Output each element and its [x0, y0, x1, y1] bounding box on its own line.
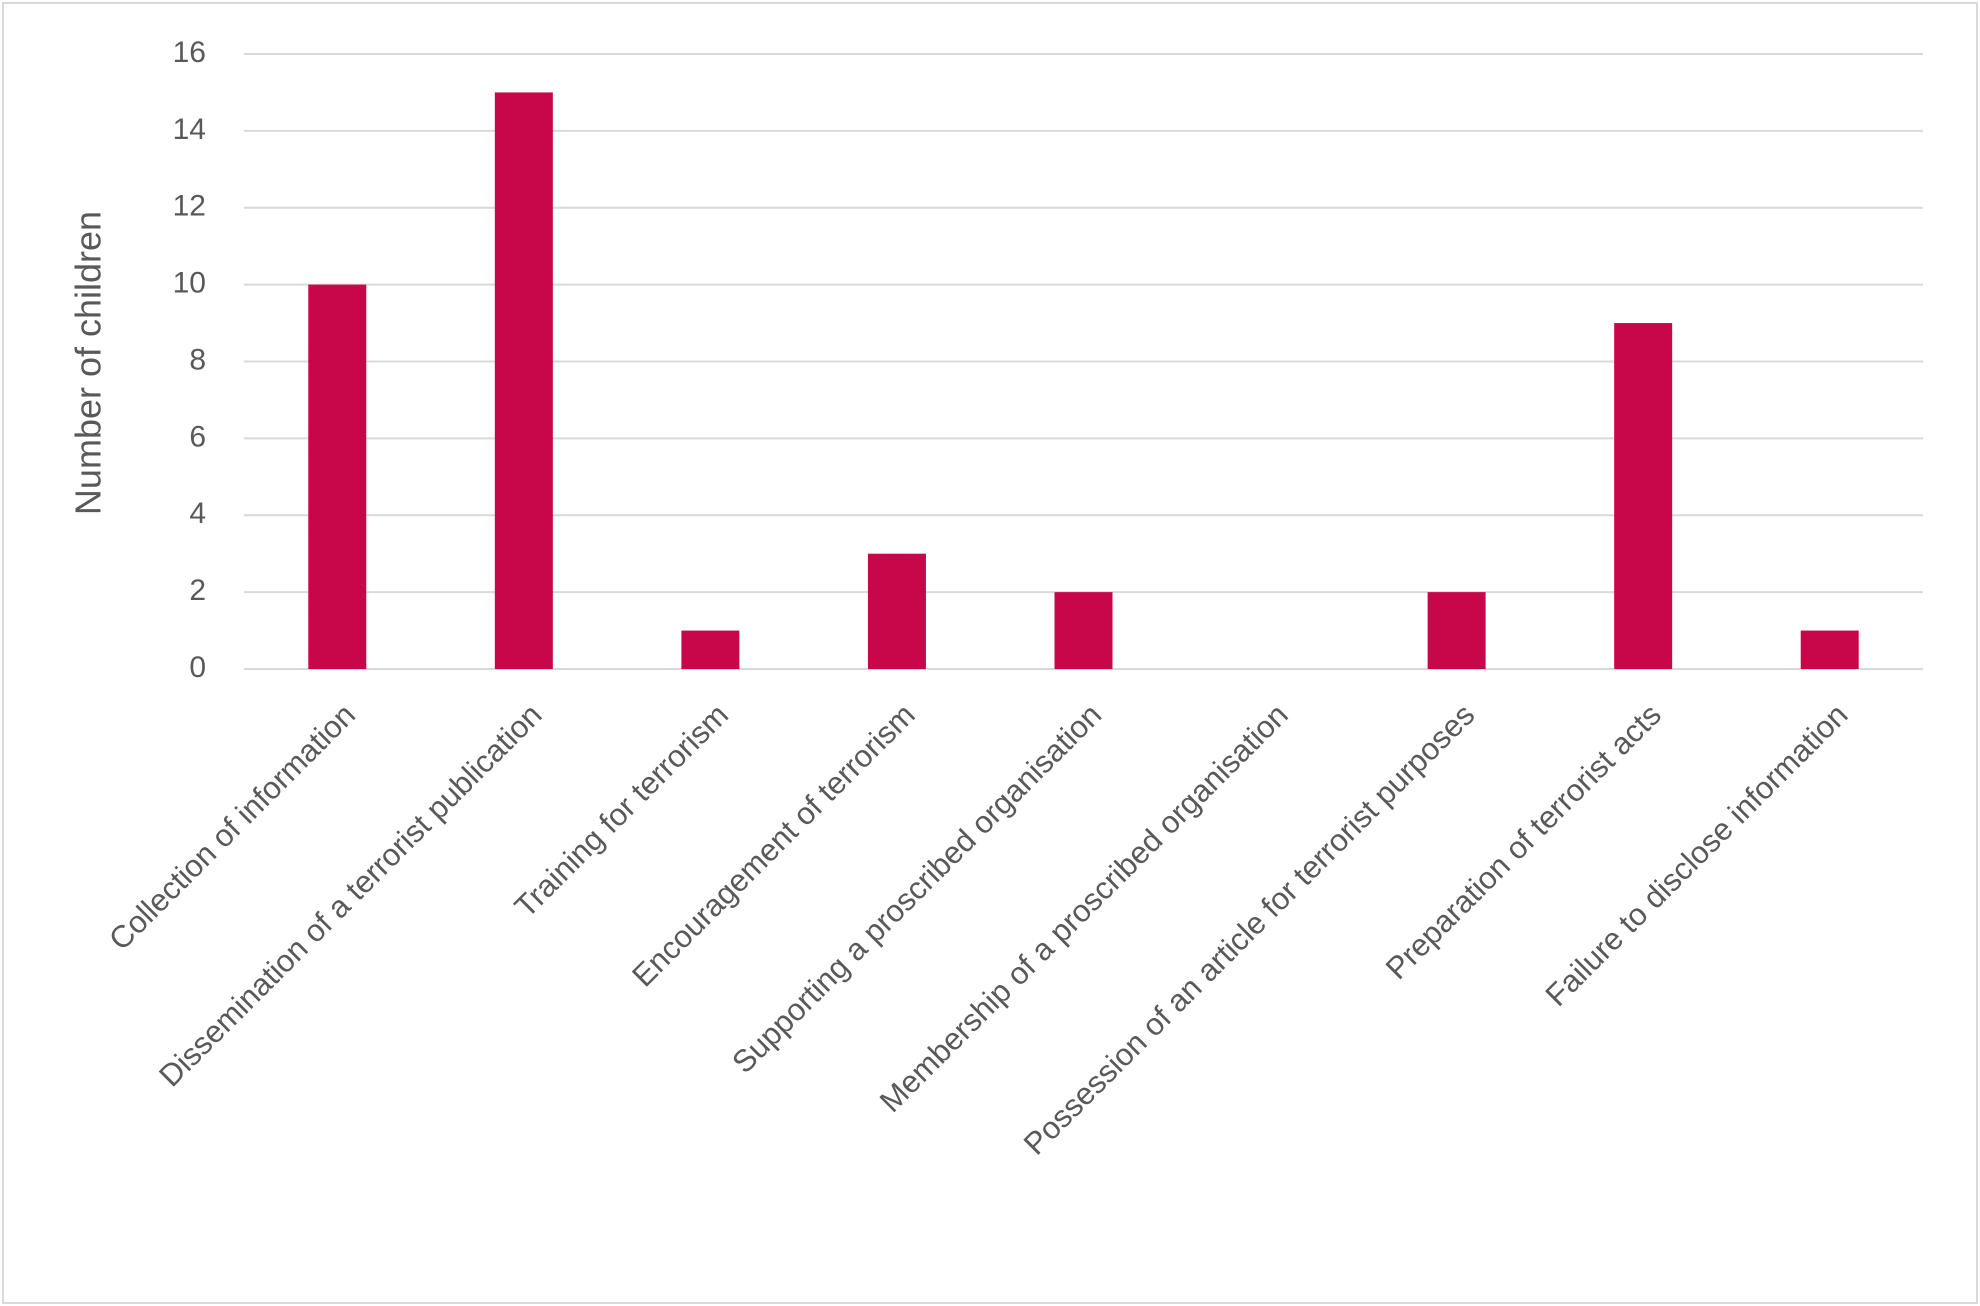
- y-tick-label: 0: [189, 651, 206, 684]
- y-tick-label: 10: [173, 267, 206, 300]
- y-tick-label: 2: [189, 574, 206, 607]
- bar: [867, 553, 926, 669]
- bar: [494, 92, 553, 669]
- bar: [1427, 592, 1486, 669]
- y-tick-label: 4: [189, 497, 206, 530]
- bar: [681, 630, 740, 669]
- bar: [1054, 592, 1113, 669]
- bar: [1614, 323, 1673, 669]
- y-tick-label: 12: [173, 190, 206, 223]
- bar: [1800, 630, 1859, 669]
- y-tick-label: 8: [189, 343, 206, 376]
- y-tick-label: 16: [173, 36, 206, 69]
- y-tick-label: 14: [173, 113, 206, 146]
- bar: [308, 284, 367, 669]
- y-axis-label: Number of children: [68, 211, 109, 515]
- y-tick-label: 6: [189, 420, 206, 453]
